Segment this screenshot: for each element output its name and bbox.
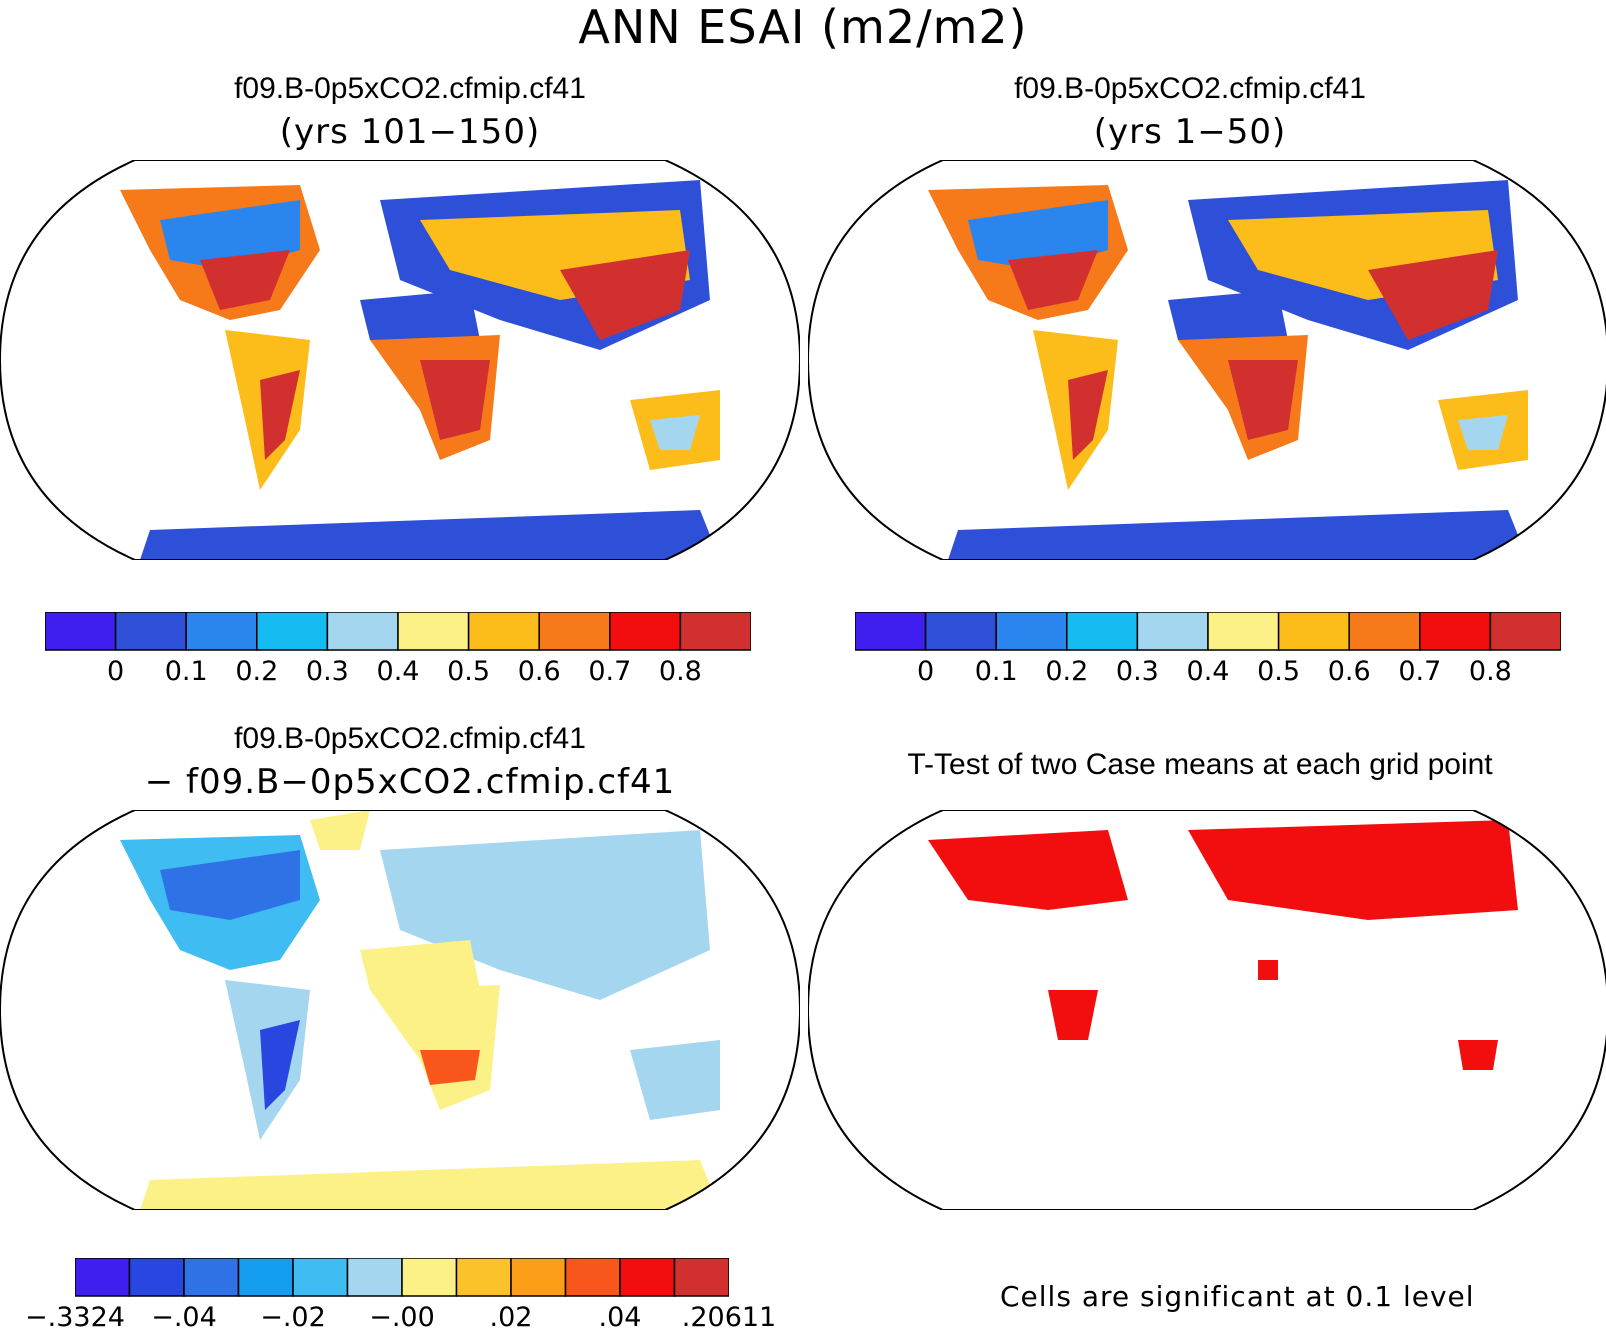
land-fill-top-right [928, 180, 1528, 560]
colorbar-swatch [510, 1258, 567, 1297]
colorbar-swatch [326, 612, 399, 651]
map-top-left [0, 160, 800, 560]
colorbar-tick-label: 0.7 [1398, 656, 1442, 687]
colorbar-tick-label: 0.1 [974, 656, 1018, 687]
colorbar-tick-label: 0.2 [235, 656, 279, 687]
colorbar-swatch [1277, 612, 1350, 651]
colorbar-tick-label: 0.4 [376, 656, 420, 687]
panel-title-top-right: f09.B-0p5xCO2.cfmip.cf41 [1014, 72, 1366, 105]
colorbar-swatch [292, 1258, 349, 1297]
colorbar-tick-label: 0.4 [1186, 656, 1230, 687]
land-fill-bottom-left [120, 810, 720, 1210]
colorbar-swatch [237, 1258, 294, 1297]
significance-footnote: Cells are significant at 0.1 level [1000, 1280, 1475, 1313]
colorbar-swatch [256, 612, 329, 651]
colorbar-swatch [1066, 612, 1139, 651]
colorbar-tick-label: .02 [489, 1302, 533, 1333]
colorbar-swatch [75, 1258, 131, 1297]
colorbar-tick-label: .04 [598, 1302, 642, 1333]
colorbar-swatch [1348, 612, 1421, 651]
colorbar-swatch [45, 612, 117, 651]
colorbar-tick-label: 0.6 [517, 656, 561, 687]
colorbar-tick-label: −.3324 [25, 1302, 125, 1333]
colorbar-top-left [45, 612, 751, 651]
colorbar-tick-label: 0.7 [588, 656, 632, 687]
colorbar-swatch [114, 612, 187, 651]
colorbar-swatch [455, 1258, 512, 1297]
land-fill-top-left [120, 180, 720, 560]
colorbar-swatch [679, 612, 751, 651]
colorbar-swatch [1136, 612, 1209, 651]
colorbar-swatch [467, 612, 540, 651]
colorbar-tick-label: 0.3 [305, 656, 349, 687]
colorbar-swatch [1419, 612, 1492, 651]
map-top-right [808, 160, 1606, 560]
colorbar-tick-label: .20611 [681, 1302, 777, 1333]
colorbar-swatch [924, 612, 997, 651]
colorbar-swatch [1489, 612, 1561, 651]
colorbar-swatch [673, 1258, 729, 1297]
colorbar-top-right [855, 612, 1561, 651]
colorbar-tick-label: 0.8 [658, 656, 702, 687]
map-bottom-left [0, 810, 800, 1210]
colorbar-swatch [1207, 612, 1280, 651]
colorbar-swatch [995, 612, 1068, 651]
panel-subtitle-top-right: (yrs 1−50) [1093, 112, 1287, 152]
colorbar-tick-label: 0.8 [1468, 656, 1512, 687]
colorbar-swatch [397, 612, 470, 651]
map-bottom-right [808, 810, 1606, 1210]
colorbar-tick-label: 0.2 [1045, 656, 1089, 687]
colorbar-tick-label: −.02 [260, 1302, 326, 1333]
colorbar-swatch [185, 612, 258, 651]
colorbar-tick-label: 0.3 [1115, 656, 1159, 687]
panel-title-bottom-right: T-Test of two Case means at each grid po… [907, 748, 1493, 781]
colorbar-swatch [855, 612, 927, 651]
colorbar-swatch [609, 612, 682, 651]
colorbar-tick-label: −.04 [151, 1302, 217, 1333]
figure-title: ANN ESAI (m2/m2) [578, 0, 1028, 54]
colorbar-swatch [183, 1258, 240, 1297]
panel-title-bottom-left: f09.B-0p5xCO2.cfmip.cf41 [234, 722, 586, 755]
colorbar-tick-label: −.00 [369, 1302, 435, 1333]
colorbar-swatch [401, 1258, 458, 1297]
panel-title-top-left: f09.B-0p5xCO2.cfmip.cf41 [234, 72, 586, 105]
colorbar-bottom-left [75, 1258, 729, 1297]
colorbar-tick-label: 0.6 [1327, 656, 1371, 687]
colorbar-tick-label: 0.5 [447, 656, 491, 687]
panel-subtitle-top-left: (yrs 101−150) [279, 112, 541, 152]
colorbar-swatch [538, 612, 611, 651]
panel-subtitle-bottom-left: − f09.B−0p5xCO2.cfmip.cf41 [144, 762, 676, 802]
colorbar-swatch [619, 1258, 676, 1297]
colorbar-tick-label: 0 [107, 656, 125, 687]
colorbar-tick-label: 0.5 [1257, 656, 1301, 687]
colorbar-tick-label: 0.1 [164, 656, 208, 687]
colorbar-swatch [564, 1258, 621, 1297]
colorbar-swatch [128, 1258, 185, 1297]
colorbar-swatch [346, 1258, 403, 1297]
colorbar-tick-label: 0 [917, 656, 935, 687]
significance-fill-bottom-right [928, 820, 1518, 1070]
